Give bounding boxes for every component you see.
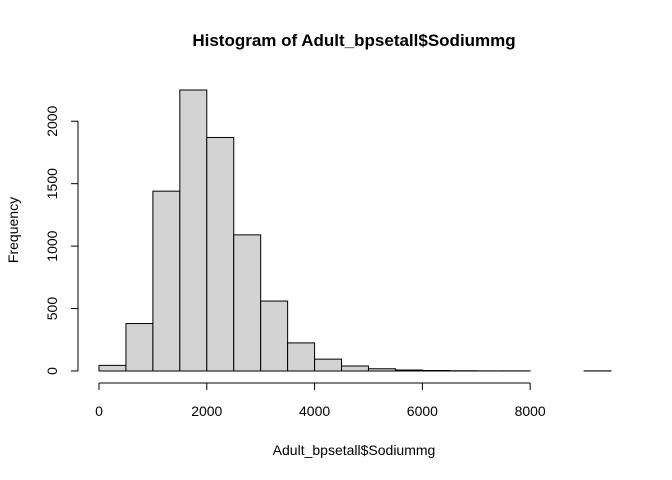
y-tick-label: 500 — [44, 297, 60, 321]
x-tick-label: 6000 — [407, 403, 438, 419]
histogram-bar — [206, 136, 235, 372]
histogram-bar — [314, 358, 343, 372]
histogram-bar — [367, 368, 396, 372]
y-tick-label: 1500 — [44, 168, 60, 199]
y-axis-label: Frequency — [5, 197, 21, 263]
x-tick-label: 0 — [95, 403, 103, 419]
y-axis: 0 500 1000 1500 2000 — [44, 105, 79, 375]
histogram-bar — [421, 370, 450, 372]
histogram-bar — [233, 234, 262, 372]
chart-title: Histogram of Adult_bpsetall$Sodiummg — [192, 31, 515, 50]
y-tick-label: 0 — [44, 367, 60, 375]
histogram-bars — [98, 89, 612, 372]
x-tick-label: 4000 — [299, 403, 330, 419]
histogram-bar — [179, 89, 208, 372]
x-axis: 0 2000 4000 6000 8000 — [95, 382, 546, 419]
y-tick-label: 1000 — [44, 230, 60, 261]
histogram-bar — [287, 342, 316, 372]
histogram-bar — [394, 369, 423, 372]
histogram-bar — [125, 323, 154, 372]
x-tick-label: 2000 — [191, 403, 222, 419]
histogram-bar — [152, 190, 181, 372]
histogram-bar — [98, 364, 127, 372]
y-tick-label: 2000 — [44, 105, 60, 136]
x-axis-label: Adult_bpsetall$Sodiummg — [273, 442, 436, 458]
x-tick-label: 8000 — [515, 403, 546, 419]
histogram-bar — [260, 300, 289, 372]
histogram-bar — [341, 365, 369, 372]
